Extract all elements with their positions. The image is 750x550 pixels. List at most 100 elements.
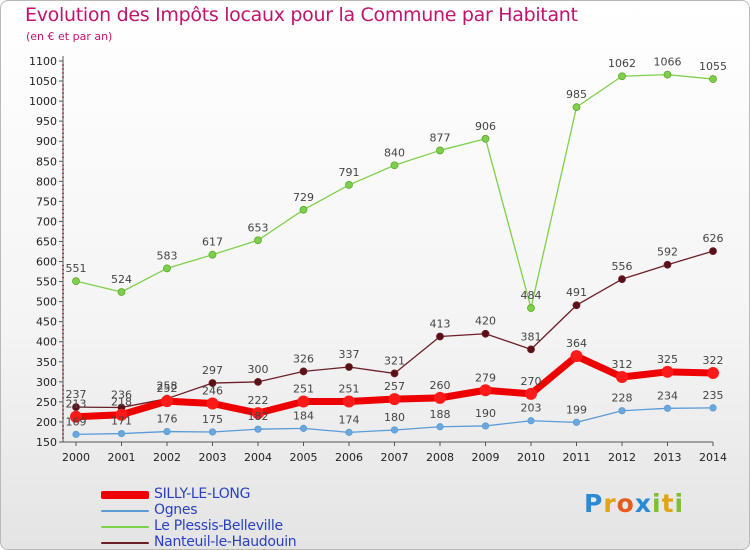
data-label: 171: [111, 415, 132, 428]
logo-letter: o: [616, 489, 635, 518]
data-point: [117, 288, 126, 296]
data-label: 1062: [608, 57, 636, 70]
data-label: 653: [248, 221, 269, 234]
data-label: 176: [157, 413, 178, 426]
data-label: 237: [66, 388, 87, 401]
data-label: 251: [339, 382, 360, 395]
data-label: 877: [430, 131, 451, 144]
data-point: [572, 103, 581, 112]
x-tick-label: 2001: [108, 451, 136, 464]
data-point: [661, 365, 674, 378]
data-point: [117, 429, 126, 438]
data-point: [709, 75, 717, 83]
data-label: 246: [202, 384, 223, 397]
data-label: 270: [521, 375, 542, 388]
data-point: [709, 404, 717, 412]
data-point: [618, 275, 626, 284]
series-nanteuil-le-haudouin: [72, 247, 717, 412]
legend-label: Nanteuil-le-Haudouin: [154, 534, 297, 550]
data-point: [616, 371, 628, 384]
chart-axes: 150 200 250 300 350 400 450 500 550 600 650 700 750 8…: [29, 55, 727, 464]
data-label: 180: [384, 411, 405, 424]
data-point: [481, 329, 490, 338]
y-tick-label: 600: [36, 256, 57, 269]
y-tick-label: 700: [36, 215, 57, 228]
chart-subtitle: (en € et par an): [26, 30, 113, 43]
data-point: [70, 410, 82, 423]
x-tick-label: 2012: [608, 451, 636, 464]
legend-swatch-le-plessis-belleville: [101, 526, 149, 528]
y-tick-label: 200: [36, 416, 57, 429]
y-tick-label: 1050: [29, 75, 57, 88]
data-label: 322: [703, 354, 724, 367]
data-point: [481, 422, 490, 430]
data-point: [436, 423, 444, 431]
data-point: [208, 379, 217, 387]
series-layer: [70, 70, 719, 438]
x-tick-label: 2009: [472, 451, 500, 464]
data-label: 1066: [654, 56, 682, 69]
data-point: [254, 236, 262, 245]
y-tick-label: 350: [36, 356, 57, 369]
series-ognes: [72, 404, 717, 438]
data-label: 583: [157, 249, 178, 262]
data-label: 235: [703, 389, 724, 402]
data-label: 260: [430, 379, 451, 392]
logo-letter: i: [674, 489, 685, 518]
data-point: [436, 332, 444, 341]
data-label: 300: [248, 363, 269, 376]
data-label: 188: [430, 408, 451, 421]
data-label: 556: [612, 260, 633, 273]
data-label: 174: [339, 413, 360, 426]
data-point: [208, 428, 217, 436]
x-tick-label: 2014: [699, 451, 727, 464]
x-tick-label: 2013: [654, 451, 682, 464]
data-label: 617: [202, 236, 223, 249]
data-label: 524: [111, 273, 132, 286]
data-point: [525, 387, 537, 400]
data-point: [388, 393, 401, 406]
legend-label: Ognes: [154, 502, 198, 518]
data-label: 729: [293, 191, 314, 204]
logo-letter: P: [584, 489, 604, 518]
legend-swatch-silly-le-long: [101, 491, 149, 499]
data-label: 297: [202, 364, 223, 377]
x-tick-label: 2006: [335, 451, 363, 464]
data-label: 175: [202, 413, 223, 426]
data-label: 1055: [699, 60, 727, 73]
data-point: [572, 418, 581, 426]
data-point: [72, 430, 80, 438]
data-point: [390, 161, 399, 170]
data-label: 213: [66, 398, 87, 411]
y-tick-label: 650: [36, 235, 57, 248]
x-tick-label: 2000: [62, 451, 90, 464]
data-label: 551: [66, 262, 87, 275]
data-label: 252: [157, 382, 178, 395]
data-point: [481, 134, 490, 143]
data-label: 325: [657, 353, 678, 366]
data-label: 364: [566, 337, 587, 350]
data-label: 203: [521, 402, 542, 415]
data-label: 484: [521, 289, 542, 302]
data-point: [709, 247, 717, 255]
data-label: 337: [339, 348, 360, 361]
data-label: 184: [293, 409, 314, 422]
data-label: 321: [384, 354, 405, 367]
data-label: 985: [566, 88, 587, 101]
legend-label: Le Plessis-Belleville: [154, 518, 283, 534]
data-point: [72, 277, 80, 286]
data-point: [72, 403, 80, 412]
data-point: [299, 367, 308, 376]
logo-letter: t: [661, 489, 675, 518]
data-point: [297, 395, 310, 408]
x-tick-label: 2002: [153, 451, 181, 464]
logo-letter: r: [603, 489, 617, 518]
x-tick-label: 2011: [563, 451, 591, 464]
data-point: [479, 384, 492, 397]
x-tick-label: 2008: [426, 451, 454, 464]
data-label: 413: [430, 318, 451, 331]
data-point: [254, 377, 262, 386]
x-tick-label: 2003: [199, 451, 227, 464]
